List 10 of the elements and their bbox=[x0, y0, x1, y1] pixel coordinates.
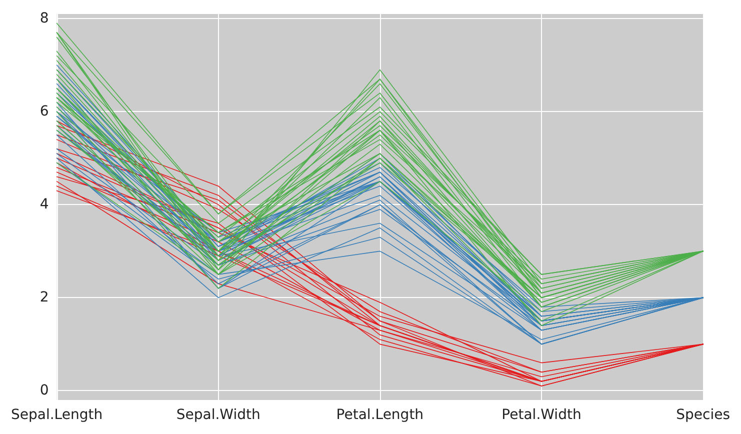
y-tick-label: 0 bbox=[40, 382, 49, 399]
x-tick-label: Petal.Width bbox=[502, 407, 582, 423]
y-tick-label: 2 bbox=[40, 290, 49, 306]
x-tick-label: Sepal.Width bbox=[176, 407, 260, 423]
x-tick-label: Petal.Length bbox=[336, 407, 424, 423]
x-tick-label: Species bbox=[676, 407, 730, 423]
y-tick-label: 4 bbox=[40, 196, 49, 213]
y-tick-label: 6 bbox=[40, 104, 49, 120]
x-tick-label: Sepal.Length bbox=[10, 407, 103, 423]
y-tick-label: 8 bbox=[40, 10, 49, 27]
